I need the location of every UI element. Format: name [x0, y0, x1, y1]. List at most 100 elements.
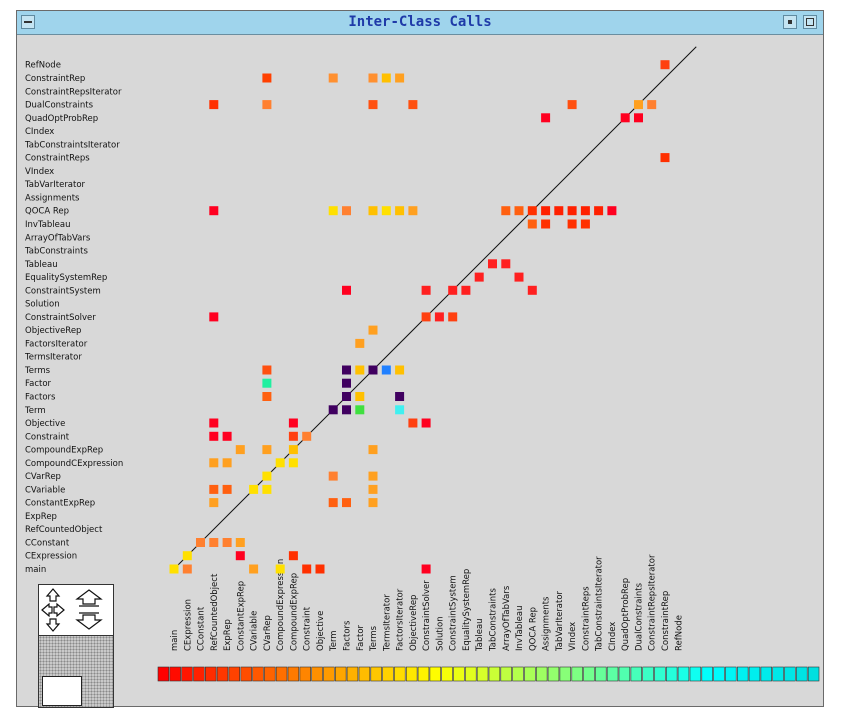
call-cell[interactable] [262, 100, 272, 110]
title-bar[interactable]: Inter-Class Calls [17, 11, 823, 35]
call-cell[interactable] [541, 206, 551, 216]
call-cell[interactable] [355, 392, 365, 401]
call-cell[interactable] [288, 445, 298, 455]
call-cell[interactable] [355, 405, 365, 415]
call-cell[interactable] [541, 219, 551, 229]
call-cell[interactable] [501, 259, 511, 269]
call-cell[interactable] [235, 538, 245, 547]
call-cell[interactable] [567, 206, 577, 216]
call-cell[interactable] [262, 484, 272, 494]
call-cell[interactable] [328, 206, 338, 216]
call-cell[interactable] [421, 312, 431, 322]
call-cell[interactable] [169, 564, 179, 574]
call-cell[interactable] [594, 206, 604, 216]
call-cell[interactable] [408, 418, 418, 428]
call-cell[interactable] [554, 206, 564, 216]
zoom-out-icon[interactable] [75, 612, 103, 630]
call-cell[interactable] [434, 312, 444, 322]
call-cell[interactable] [262, 445, 272, 455]
call-cell[interactable] [368, 73, 378, 83]
call-cell[interactable] [249, 484, 259, 494]
call-cell[interactable] [567, 100, 577, 110]
call-cell[interactable] [196, 538, 205, 547]
call-cell[interactable] [607, 206, 617, 216]
call-cell[interactable] [514, 272, 524, 282]
call-cell[interactable] [421, 418, 431, 428]
call-cell[interactable] [182, 551, 192, 561]
call-cell[interactable] [342, 405, 351, 415]
call-cell[interactable] [275, 564, 285, 574]
call-cell[interactable] [408, 100, 418, 110]
viewport-preview[interactable] [42, 676, 82, 706]
call-cell[interactable] [368, 445, 378, 455]
call-cell[interactable] [288, 458, 298, 468]
call-cell[interactable] [342, 365, 351, 375]
call-cell[interactable] [209, 418, 219, 428]
call-cell[interactable] [461, 285, 471, 295]
call-cell[interactable] [342, 378, 351, 388]
call-cell[interactable] [355, 338, 365, 348]
call-cell[interactable] [395, 73, 405, 83]
call-cell[interactable] [302, 431, 312, 441]
call-cell[interactable] [634, 113, 643, 123]
call-cell[interactable] [209, 100, 219, 110]
navigation-panel[interactable] [38, 584, 114, 708]
call-cell[interactable] [381, 73, 391, 83]
call-cell[interactable] [634, 100, 643, 110]
call-cell[interactable] [527, 206, 537, 216]
call-cell[interactable] [328, 405, 338, 415]
call-cell[interactable] [368, 325, 378, 335]
call-cell[interactable] [288, 418, 298, 428]
call-cell[interactable] [541, 113, 551, 123]
call-cell[interactable] [620, 113, 630, 123]
call-cell[interactable] [262, 471, 272, 481]
call-cell[interactable] [368, 100, 378, 110]
call-cell[interactable] [235, 445, 245, 455]
call-cell[interactable] [527, 219, 537, 229]
call-cell[interactable] [328, 498, 338, 508]
call-cell[interactable] [182, 564, 192, 574]
call-cell[interactable] [421, 564, 431, 574]
call-cell[interactable] [395, 405, 405, 415]
call-cell[interactable] [395, 365, 405, 375]
call-cell[interactable] [660, 60, 670, 70]
call-cell[interactable] [660, 153, 670, 163]
call-cell[interactable] [342, 206, 351, 216]
call-cell[interactable] [222, 431, 232, 441]
call-cell[interactable] [302, 564, 312, 574]
call-matrix-plot[interactable]: RefNodeConstraintRepConstraintRepsIterat… [17, 11, 823, 706]
call-cell[interactable] [527, 285, 537, 295]
call-cell[interactable] [514, 206, 524, 216]
call-cell[interactable] [342, 392, 351, 401]
call-cell[interactable] [222, 538, 232, 547]
call-cell[interactable] [209, 538, 219, 547]
call-cell[interactable] [421, 285, 431, 295]
zoom-in-icon[interactable] [75, 589, 103, 607]
call-cell[interactable] [222, 458, 232, 468]
call-cell[interactable] [368, 471, 378, 481]
call-cell[interactable] [262, 365, 272, 375]
call-cell[interactable] [235, 551, 245, 561]
call-cell[interactable] [448, 285, 458, 295]
call-cell[interactable] [315, 564, 325, 574]
call-cell[interactable] [262, 392, 272, 401]
call-cell[interactable] [222, 484, 232, 494]
call-cell[interactable] [368, 206, 378, 216]
call-cell[interactable] [209, 206, 219, 216]
pan-zoom-controls[interactable] [39, 585, 113, 636]
call-cell[interactable] [368, 484, 378, 494]
call-cell[interactable] [355, 365, 365, 375]
call-cell[interactable] [209, 458, 219, 468]
call-cell[interactable] [580, 206, 590, 216]
call-cell[interactable] [647, 100, 657, 110]
call-cell[interactable] [209, 498, 219, 508]
call-cell[interactable] [368, 498, 378, 508]
call-cell[interactable] [580, 219, 590, 229]
call-cell[interactable] [262, 378, 272, 388]
call-cell[interactable] [395, 206, 405, 216]
call-cell[interactable] [209, 312, 219, 322]
call-cell[interactable] [448, 312, 458, 322]
call-cell[interactable] [381, 365, 391, 375]
call-cell[interactable] [288, 431, 298, 441]
call-cell[interactable] [209, 484, 219, 494]
